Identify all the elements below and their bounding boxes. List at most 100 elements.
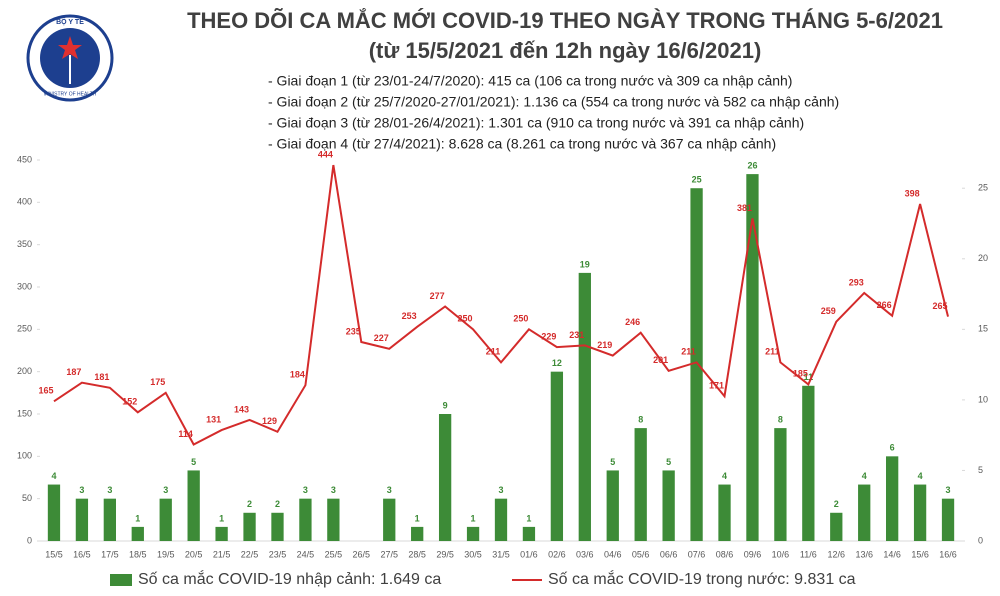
legend-swatch [110,574,132,586]
data-label: 4 [722,471,727,481]
data-label: 2 [834,499,839,509]
data-label: 3 [303,485,308,495]
data-label: 4 [918,471,923,481]
bar [690,188,703,541]
y2-tick-label: 0 [978,535,983,545]
x-tick-label: 17/5 [101,549,119,559]
data-label: 250 [458,314,473,324]
bar [383,498,396,541]
bar [103,498,116,541]
data-label: 12 [552,358,562,368]
bar [606,470,619,541]
x-tick-label: 18/5 [129,549,147,559]
bar [75,498,89,541]
data-label: 235 [346,326,361,336]
x-tick-label: 13/6 [855,549,873,559]
bar [187,470,200,541]
bar [550,371,564,541]
logo-star [58,36,82,59]
data-label: 143 [234,404,249,414]
bar [494,498,508,541]
x-tick-label: 16/6 [939,549,957,559]
y2-tick-label: 5 [978,465,983,475]
data-label: 227 [374,333,389,343]
bar [411,526,424,541]
x-tick-label: 16/5 [73,549,91,559]
data-label: 3 [498,485,503,495]
x-tick-label: 01/6 [520,549,538,559]
data-label: 3 [107,485,112,495]
x-tick-label: 11/6 [800,549,817,559]
data-label: 187 [66,367,81,377]
data-label: 211 [681,347,696,357]
data-label: 253 [402,311,417,321]
data-label: 2 [247,499,252,509]
data-label: 444 [318,149,333,159]
x-tick-label: 12/6 [828,549,846,559]
data-label: 5 [666,457,671,467]
bar [466,526,480,541]
x-tick-label: 04/6 [604,549,622,559]
data-label: 3 [331,485,336,495]
data-label: 219 [597,340,612,350]
x-tick-label: 15/6 [911,549,929,559]
data-label: 211 [486,347,501,357]
data-label: 8 [638,414,643,424]
y-tick-label: 0 [27,535,32,545]
bar [830,512,843,541]
data-label: 1 [526,513,531,523]
y-tick-label: 400 [17,197,32,207]
data-label: 8 [778,414,783,424]
data-label: 1 [135,513,140,523]
chart-title: THEO DÕI CA MẮC MỚI COVID-19 THEO NGÀY T… [187,8,943,33]
x-tick-label: 29/5 [436,549,454,559]
x-tick-label: 10/6 [772,549,790,559]
x-tick-label: 23/5 [269,549,287,559]
y-tick-label: 200 [17,366,32,376]
data-label: 181 [94,372,109,382]
data-label: 259 [821,306,836,316]
data-label: 114 [178,429,193,439]
data-label: 26 [747,160,757,170]
y2-tick-label: 25 [978,183,988,193]
bar [858,484,871,541]
x-tick-label: 21/5 [213,549,231,559]
data-label: 184 [290,370,305,380]
x-tick-label: 20/5 [185,549,203,559]
data-label: 6 [890,443,895,453]
x-tick-label: 25/5 [325,549,343,559]
bar [271,512,284,541]
data-label: 185 [793,369,808,379]
data-label: 277 [430,291,445,301]
data-label: 5 [610,457,615,467]
x-tick-label: 26/5 [353,549,371,559]
x-tick-label: 30/5 [464,549,482,559]
bar [913,484,927,541]
data-label: 231 [569,330,584,340]
x-tick-label: 14/6 [883,549,901,559]
data-label: 165 [38,386,53,396]
data-label: 246 [625,317,640,327]
data-label: 398 [905,188,920,198]
x-tick-label: 05/6 [632,549,650,559]
data-label: 175 [150,377,165,387]
x-tick-label: 31/5 [492,549,510,559]
data-label: 229 [541,331,556,341]
data-label: 4 [51,471,56,481]
data-label: 266 [877,300,892,310]
data-label: 5 [191,457,196,467]
y-tick-label: 150 [17,408,32,418]
legend-label: Số ca mắc COVID-19 nhập cảnh: 1.649 ca [138,569,441,588]
y-tick-label: 350 [17,239,32,249]
y2-tick-label: 20 [978,253,988,263]
data-label: 25 [692,175,702,185]
x-tick-label: 27/5 [380,549,398,559]
data-label: 1 [219,513,224,523]
data-label: 1 [415,513,420,523]
bar [662,470,675,541]
data-label: 211 [765,347,780,357]
y2-tick-label: 10 [978,394,988,404]
bar [159,498,172,541]
x-tick-label: 24/5 [297,549,315,559]
